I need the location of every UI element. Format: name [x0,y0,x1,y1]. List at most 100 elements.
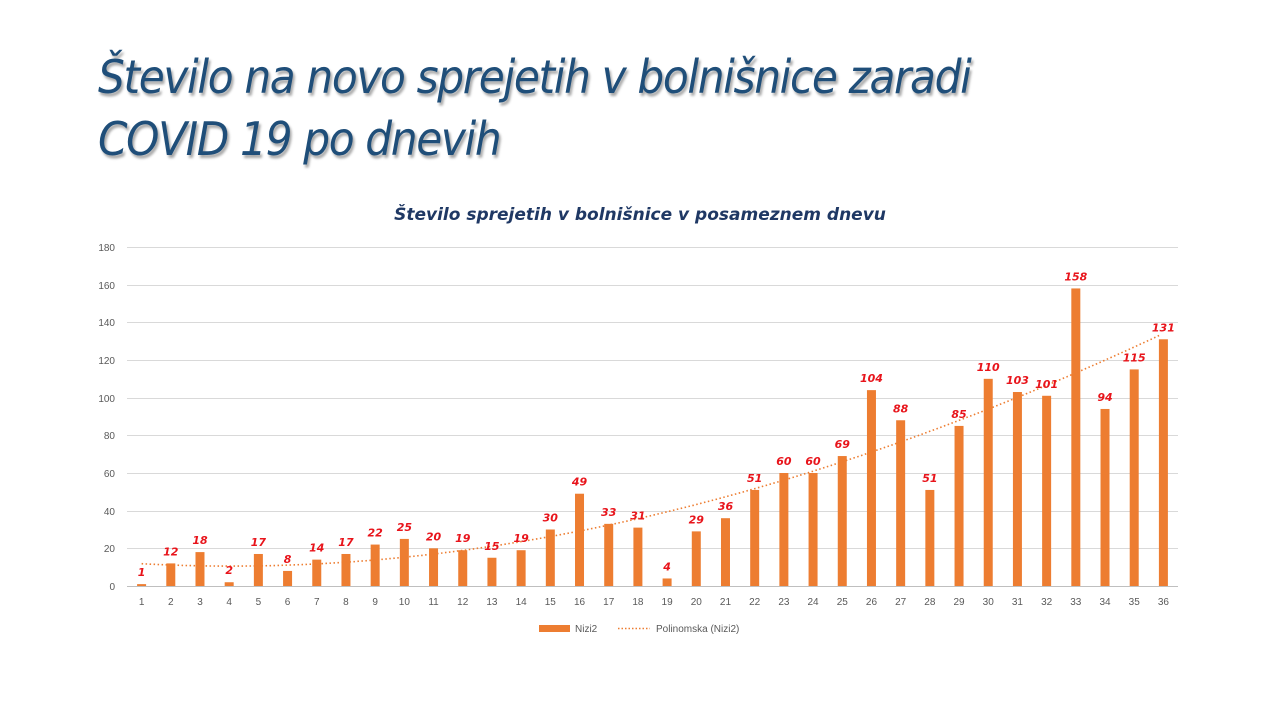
bar [896,420,906,586]
data-label: 1 [138,566,146,579]
data-label: 131 [1152,321,1175,334]
x-tick-label: 12 [457,597,469,608]
x-tick-label: 20 [691,597,703,608]
y-tick-label: 100 [98,394,115,405]
data-label: 33 [601,506,617,519]
bar [837,456,847,586]
bar [925,489,935,586]
legend-bar-label: Nizi2 [575,624,598,635]
data-label: 158 [1064,270,1087,283]
y-tick-label: 20 [104,544,116,555]
data-label: 49 [571,476,588,489]
data-label: 15 [484,540,500,553]
slide-title: Število na novo sprejetih v bolnišnice z… [98,46,1110,170]
x-tick-label: 34 [1099,597,1111,608]
bar [487,557,497,586]
bar [604,523,614,586]
data-label: 69 [835,438,851,451]
bar [195,552,205,586]
y-tick-label: 60 [104,469,116,480]
x-tick-label: 21 [720,597,732,608]
x-tick-label: 6 [285,597,291,608]
x-tick-label: 2 [168,597,174,608]
data-label: 29 [689,513,705,526]
y-tick-label: 140 [98,318,115,329]
bar [166,563,176,586]
data-label: 17 [338,536,354,549]
x-tick-label: 3 [197,597,203,608]
bar [575,493,585,586]
bar [516,550,526,586]
data-label: 8 [284,553,292,566]
data-label: 12 [163,545,179,558]
data-label: 94 [1097,391,1112,404]
bars [137,288,1168,586]
data-labels: 1 12 18 2 17 8 14 17 22 25 20 19 15 19 30 49 33 31 4 29 36 51… [138,270,1175,579]
x-tick-label: 27 [895,597,907,608]
data-label: 4 [662,560,671,573]
y-tick-label: 160 [98,281,115,292]
data-label: 51 [922,472,937,485]
data-label: 17 [251,536,267,549]
data-label: 36 [718,500,734,513]
x-tick-label: 35 [1129,597,1141,608]
data-label: 25 [397,521,413,534]
x-tick-label: 4 [226,597,232,608]
x-tick-label: 31 [1012,597,1024,608]
bar [633,527,643,586]
bar [399,538,409,586]
legend: Nizi2 Polinomska (Nizi2) [539,624,739,635]
y-tick-label: 40 [104,507,116,518]
bar [545,529,555,586]
bar [954,425,964,586]
x-tick-label: 36 [1158,597,1170,608]
x-tick-label: 1 [139,597,145,608]
x-axis: 1 2 3 4 5 6 7 8 9 10 11 12 13 14 15 16 17 18 19 20 21 22 23 24 2… [139,597,1170,608]
bar [429,548,439,586]
bar [1071,288,1081,586]
x-tick-label: 28 [924,597,936,608]
data-label: 18 [192,534,208,547]
x-tick-label: 23 [778,597,790,608]
slide-title-line-2: COVID 19 po dnevih [98,112,502,166]
y-axis: 0 20 40 60 80 100 120 140 160 180 [98,243,115,593]
data-label: 19 [513,532,529,545]
polynomial-trendline [141,334,1161,567]
x-tick-label: 11 [428,597,439,608]
bar [224,582,234,586]
bar [662,578,672,586]
bar [866,390,876,586]
data-label: 60 [776,455,792,468]
x-tick-label: 15 [545,597,557,608]
slide-title-line-1: Število na novo sprejetih v bolnišnice z… [98,50,972,104]
bar [458,550,468,586]
data-label: 103 [1006,374,1029,387]
x-tick-label: 18 [632,597,644,608]
x-tick-label: 24 [808,597,820,608]
bar [691,531,701,586]
data-label: 85 [951,408,967,421]
x-tick-label: 8 [343,597,349,608]
data-label: 19 [455,532,471,545]
data-label: 104 [860,372,883,385]
bar [1100,408,1110,586]
data-label: 115 [1123,351,1146,364]
bar [253,553,263,586]
data-label: 51 [747,472,762,485]
x-tick-label: 26 [866,597,878,608]
x-tick-label: 14 [516,597,528,608]
data-label: 110 [977,361,1000,374]
bar [283,570,293,586]
x-tick-label: 33 [1070,597,1082,608]
legend-bar-swatch [539,625,570,632]
x-tick-label: 10 [399,597,411,608]
bar [750,489,760,586]
bar [983,378,993,586]
x-tick-label: 13 [486,597,498,608]
data-label: 2 [225,564,233,577]
bar [341,553,351,586]
bar [1158,339,1168,586]
x-tick-label: 9 [372,597,378,608]
y-tick-label: 120 [98,356,115,367]
